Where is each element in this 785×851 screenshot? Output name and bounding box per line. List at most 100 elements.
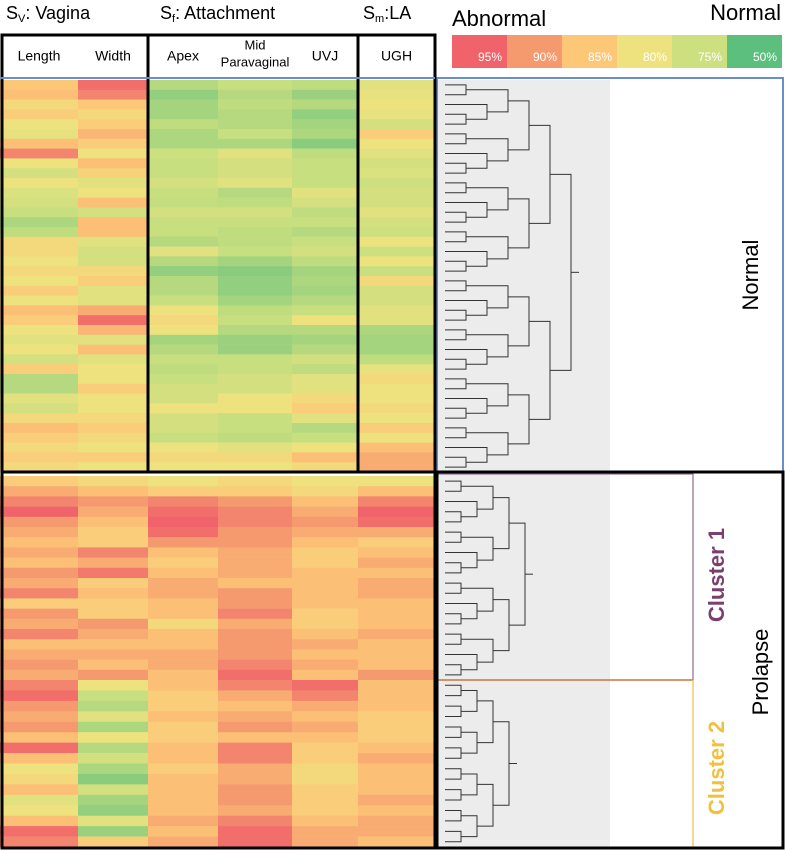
legend-label: 90%: [533, 50, 557, 64]
heat-cell: [292, 129, 358, 140]
heat-cell: [218, 721, 292, 733]
heat-cell: [78, 721, 148, 733]
legend-swatch: [617, 35, 672, 68]
heat-cell: [148, 305, 218, 316]
heat-cell: [78, 197, 148, 208]
heat-cell: [218, 753, 292, 764]
heat-cell: [148, 138, 218, 149]
heat-cell: [292, 315, 358, 326]
heat-cell: [358, 516, 435, 528]
heat-cell: [0, 826, 78, 837]
heat-cell: [358, 732, 435, 743]
heat-cell: [218, 187, 292, 198]
heat-cell: [358, 639, 435, 650]
legend-swatch: [452, 35, 507, 68]
heat-cell: [292, 344, 358, 355]
heat-cell: [148, 496, 218, 507]
heat-cell: [218, 315, 292, 326]
heat-cell: [358, 496, 435, 507]
heat-cell: [358, 354, 435, 365]
heat-cell: [148, 537, 218, 548]
heat-cell: [0, 374, 78, 385]
heat-cell: [148, 207, 218, 218]
heat-cell: [218, 680, 292, 691]
heat-cell: [148, 383, 218, 394]
heat-cell: [218, 374, 292, 385]
heat-cell: [148, 266, 218, 277]
heat-cell: [358, 578, 435, 589]
heat-cell: [78, 187, 148, 198]
heat-cell: [0, 506, 78, 518]
group-title: SV: Vagina: [6, 3, 91, 25]
heat-cell: [358, 784, 435, 796]
heat-cell: [0, 773, 78, 785]
heat-cell: [218, 246, 292, 257]
heat-cell: [292, 690, 358, 702]
heat-cell: [218, 784, 292, 796]
heat-cell: [0, 413, 78, 424]
heat-cell: [218, 557, 292, 569]
heat-cell: [292, 187, 358, 198]
heat-cell: [0, 109, 78, 120]
heat-cell: [292, 598, 358, 609]
column-label: UVJ: [312, 48, 338, 64]
heat-cell: [0, 305, 78, 316]
heat-cell: [0, 334, 78, 345]
group-rest: :LA: [384, 3, 411, 23]
heat-cell: [78, 99, 148, 110]
heat-cell: [78, 537, 148, 548]
heat-cell: [292, 537, 358, 548]
column-label: Mid: [245, 37, 266, 52]
heat-cell: [148, 649, 218, 660]
heat-cell: [78, 413, 148, 424]
heat-cell: [292, 639, 358, 650]
heat-cell: [358, 680, 435, 691]
heat-cell: [358, 598, 435, 609]
heat-cell: [218, 305, 292, 316]
heat-cell: [292, 629, 358, 640]
heat-cell: [292, 207, 358, 218]
heat-cell: [292, 486, 358, 497]
group-base: S: [363, 3, 375, 23]
heat-cell: [78, 246, 148, 257]
heat-cell: [358, 325, 435, 336]
column-label: UGH: [381, 48, 412, 64]
heat-cell: [292, 80, 358, 91]
heat-cell: [148, 659, 218, 671]
heat-cell: [218, 168, 292, 179]
heat-cell: [0, 618, 78, 630]
heat-cell: [148, 403, 218, 414]
heat-cell: [358, 763, 435, 775]
heat-cell: [358, 742, 435, 754]
heat-cell: [78, 462, 148, 473]
heat-cell: [148, 227, 218, 238]
heat-cell: [218, 815, 292, 827]
heat-cell: [358, 315, 435, 326]
heat-cell: [292, 588, 358, 599]
heat-cell: [218, 393, 292, 404]
heat-cell: [0, 187, 78, 198]
heat-cell: [218, 742, 292, 754]
heat-cell: [218, 227, 292, 238]
heat-cell: [148, 197, 218, 208]
heat-cell: [78, 826, 148, 837]
heat-cell: [218, 578, 292, 589]
heat-cell: [148, 315, 218, 326]
heat-cell: [78, 285, 148, 296]
heat-cell: [358, 690, 435, 702]
heat-cell: [218, 148, 292, 159]
heat-cell: [358, 432, 435, 443]
heat-cell: [292, 413, 358, 424]
heat-cell: [292, 547, 358, 558]
heat-cell: [78, 527, 148, 538]
heat-cell: [78, 393, 148, 404]
heat-cell: [358, 711, 435, 723]
heat-cell: [218, 325, 292, 336]
heat-cell: [78, 266, 148, 277]
heat-cell: [292, 805, 358, 816]
heat-cell: [0, 276, 78, 287]
heat-cell: [148, 763, 218, 775]
heat-cell: [358, 537, 435, 548]
heat-cell: [358, 383, 435, 394]
legend-high: Normal: [710, 0, 781, 25]
